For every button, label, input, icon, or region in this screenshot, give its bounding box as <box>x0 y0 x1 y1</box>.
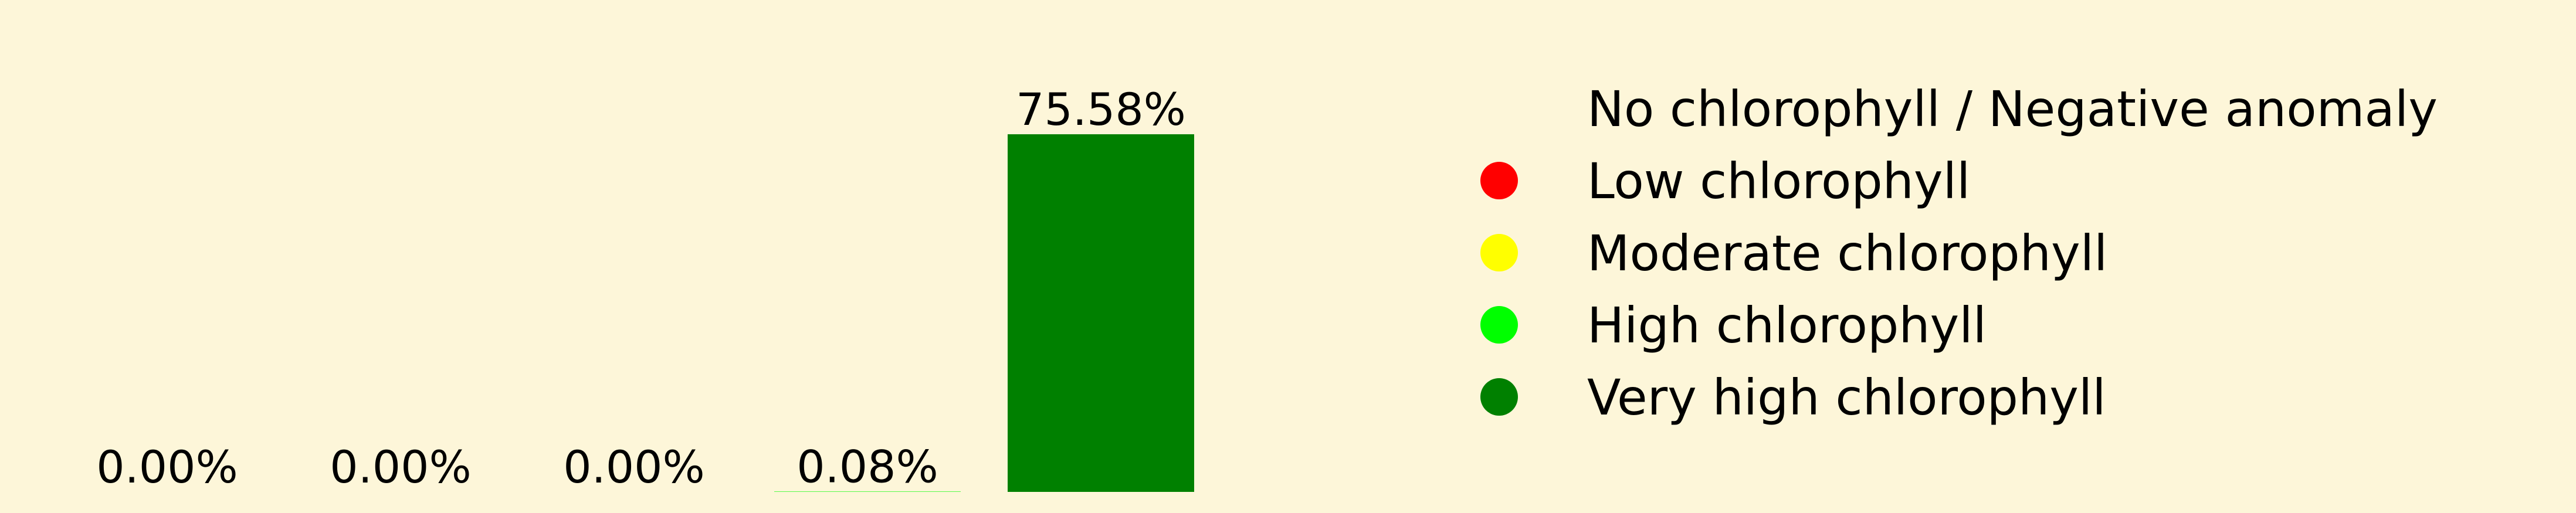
legend-label-high-chlorophyll: High chlorophyll <box>1587 297 1987 354</box>
data-label-moderate-chlorophyll: 0.00% <box>563 441 704 493</box>
legend-entry-low-chlorophyll: Low chlorophyll <box>1480 152 1970 210</box>
bars-layer <box>774 134 1194 492</box>
legend: No chlorophyll / Negative anomaly Low chl… <box>1480 80 2438 426</box>
legend-label-low-chlorophyll: Low chlorophyll <box>1587 152 1970 210</box>
legend-label-moderate-chlorophyll: Moderate chlorophyll <box>1587 225 2107 282</box>
legend-marker-moderate-chlorophyll <box>1480 234 1518 271</box>
legend-marker-high-chlorophyll <box>1480 306 1518 344</box>
data-label-low-chlorophyll: 0.00% <box>330 441 471 493</box>
legend-entry-no-chlorophyll-negative-anomaly: No chlorophyll / Negative anomaly <box>1587 80 2438 138</box>
legend-label-very-high-chlorophyll: Very high chlorophyll <box>1587 369 2106 426</box>
data-label-high-chlorophyll: 0.08% <box>796 440 938 492</box>
legend-marker-very-high-chlorophyll <box>1480 378 1518 416</box>
legend-entry-high-chlorophyll: High chlorophyll <box>1480 297 1987 354</box>
legend-entry-very-high-chlorophyll: Very high chlorophyll <box>1480 369 2106 426</box>
bar-very-high-chlorophyll <box>1008 134 1194 492</box>
data-labels-layer: 0.00% 0.00% 0.00% 0.08% 75.58% <box>96 83 1186 493</box>
bar-high-chlorophyll <box>774 491 961 492</box>
data-label-no-chlorophyll-negative-anomaly: 0.00% <box>96 441 238 493</box>
data-label-very-high-chlorophyll: 75.58% <box>1016 83 1186 135</box>
legend-label-no-chlorophyll-negative-anomaly: No chlorophyll / Negative anomaly <box>1587 80 2438 138</box>
legend-entry-moderate-chlorophyll: Moderate chlorophyll <box>1480 225 2107 282</box>
legend-marker-low-chlorophyll <box>1480 162 1518 199</box>
